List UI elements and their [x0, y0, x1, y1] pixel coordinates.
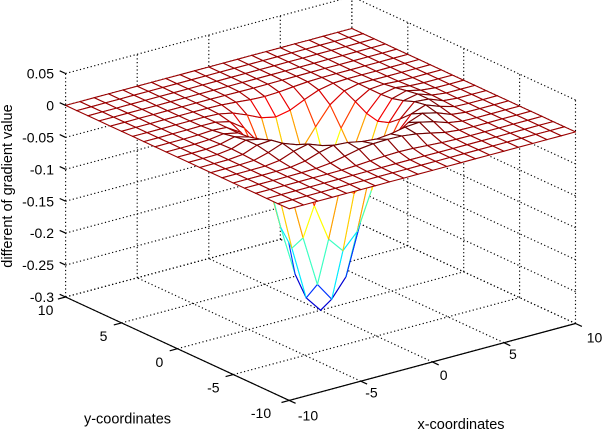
svg-text:10: 10	[587, 330, 602, 346]
svg-text:-0.05: -0.05	[22, 130, 54, 146]
svg-text:0: 0	[46, 98, 54, 114]
svg-text:-0.1: -0.1	[30, 161, 54, 177]
svg-text:-0.15: -0.15	[22, 193, 54, 209]
svg-text:0: 0	[440, 367, 448, 383]
svg-text:5: 5	[100, 328, 108, 344]
svg-text:x-coordinates: x-coordinates	[417, 417, 504, 431]
svg-text:-5: -5	[207, 380, 220, 396]
svg-text:y-coordinates: y-coordinates	[84, 412, 171, 428]
svg-text:10: 10	[38, 302, 54, 318]
svg-text:-0.25: -0.25	[22, 257, 54, 273]
svg-text:5: 5	[509, 346, 517, 362]
svg-text:-0.3: -0.3	[30, 289, 54, 305]
svg-text:-0.2: -0.2	[30, 225, 54, 241]
svg-text:-5: -5	[365, 385, 378, 401]
svg-text:different of gradient value: different of gradient value	[0, 104, 16, 267]
svg-text:0.05: 0.05	[27, 66, 54, 82]
svg-text:-10: -10	[298, 408, 318, 424]
svg-text:0: 0	[156, 354, 164, 370]
svg-text:-10: -10	[251, 405, 271, 421]
